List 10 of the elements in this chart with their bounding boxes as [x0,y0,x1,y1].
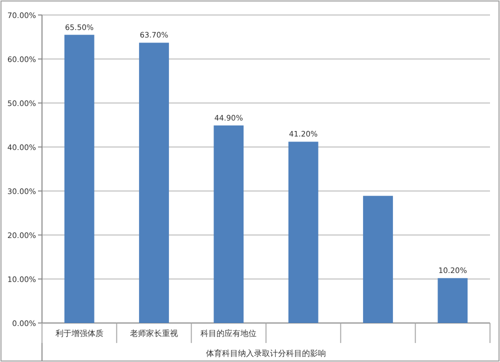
x-tick-label: 利于增强体质 [55,329,104,338]
bar [288,142,318,323]
bar [64,34,94,323]
x-tick-label: 老师家长重视 [130,329,178,338]
bar [214,125,244,323]
x-axis-title: 体育科目纳入录取计分科目的影响 [206,349,326,358]
bar [438,278,468,323]
bar [363,196,393,323]
x-tick-label: 科目的应有地位 [200,329,257,338]
bar [139,42,169,323]
